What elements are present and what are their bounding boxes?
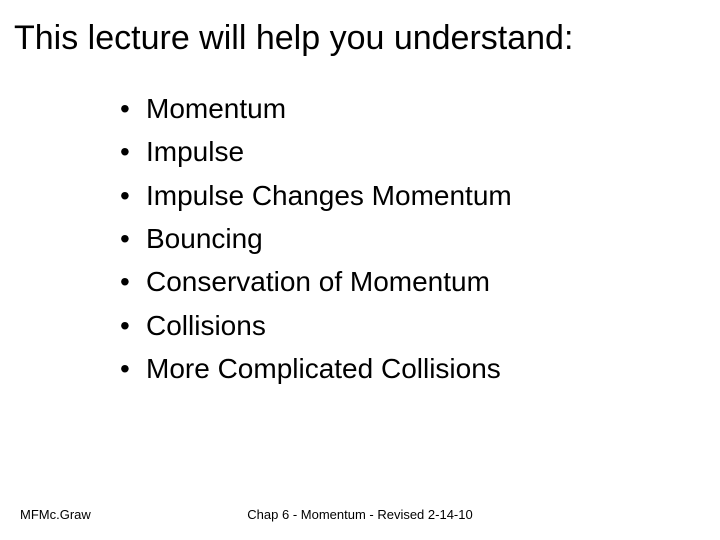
bullet-text: Momentum	[146, 87, 286, 130]
bullet-icon: •	[120, 304, 146, 347]
list-item: • Impulse Changes Momentum	[120, 174, 720, 217]
bullet-text: Bouncing	[146, 217, 263, 260]
list-item: • Impulse	[120, 130, 720, 173]
list-item: • Collisions	[120, 304, 720, 347]
slide-title: This lecture will help you understand:	[0, 0, 720, 59]
bullet-icon: •	[120, 217, 146, 260]
bullet-text: Collisions	[146, 304, 266, 347]
list-item: • Conservation of Momentum	[120, 260, 720, 303]
footer-chapter: Chap 6 - Momentum - Revised 2-14-10	[0, 507, 720, 522]
list-item: • Bouncing	[120, 217, 720, 260]
bullet-list: • Momentum • Impulse • Impulse Changes M…	[0, 87, 720, 391]
bullet-icon: •	[120, 174, 146, 217]
bullet-icon: •	[120, 87, 146, 130]
list-item: • More Complicated Collisions	[120, 347, 720, 390]
bullet-icon: •	[120, 260, 146, 303]
bullet-text: Impulse	[146, 130, 244, 173]
bullet-text: More Complicated Collisions	[146, 347, 501, 390]
bullet-icon: •	[120, 347, 146, 390]
bullet-text: Conservation of Momentum	[146, 260, 490, 303]
bullet-text: Impulse Changes Momentum	[146, 174, 512, 217]
bullet-icon: •	[120, 130, 146, 173]
slide: This lecture will help you understand: •…	[0, 0, 720, 540]
list-item: • Momentum	[120, 87, 720, 130]
